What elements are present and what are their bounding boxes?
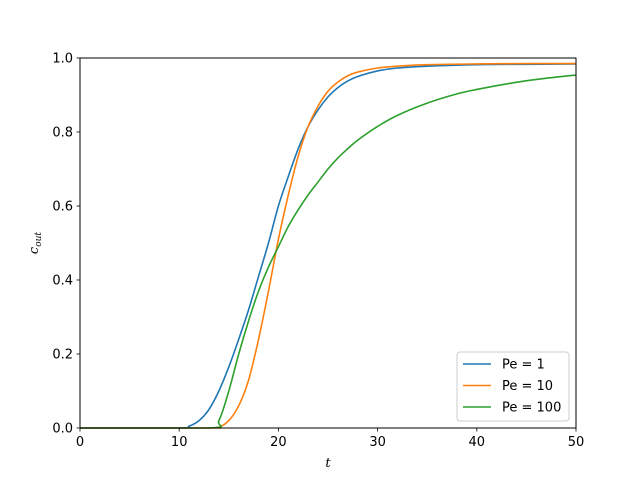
legend-label-1: Pe = 1 bbox=[502, 358, 545, 373]
y-axis-label-main: c bbox=[27, 246, 42, 254]
y-axis-label-sub: out bbox=[34, 232, 44, 247]
series-line-2 bbox=[80, 62, 576, 429]
y-tick-label: 0.0 bbox=[52, 422, 73, 437]
legend-box bbox=[456, 351, 570, 422]
y-axis-ticks: 0.0 0.2 0.4 0.6 0.8 1.0 bbox=[52, 52, 80, 437]
y-axis-label: cout bbox=[27, 232, 44, 254]
x-tick-label: 30 bbox=[369, 435, 386, 450]
y-tick-label: 0.6 bbox=[52, 200, 73, 215]
series-layer bbox=[80, 62, 577, 429]
plot-frame bbox=[79, 57, 577, 429]
legend-label-3: Pe = 100 bbox=[502, 401, 561, 416]
y-tick-label: 1.0 bbox=[52, 52, 73, 67]
y-tick-label: 0.8 bbox=[52, 126, 73, 141]
x-tick-label: 40 bbox=[469, 435, 486, 450]
series-line-1 bbox=[80, 63, 577, 429]
legend: Pe = 1 Pe = 10 Pe = 100 bbox=[456, 351, 570, 422]
x-tick-label: 50 bbox=[568, 435, 585, 450]
y-tick-label: 0.4 bbox=[52, 274, 73, 289]
y-tick-label: 0.2 bbox=[52, 348, 73, 363]
x-tick-label: 0 bbox=[76, 435, 84, 450]
x-axis-label: t bbox=[325, 456, 331, 471]
x-tick-label: 10 bbox=[171, 435, 188, 450]
series-line-3 bbox=[80, 74, 577, 429]
legend-label-2: Pe = 10 bbox=[502, 379, 553, 394]
x-axis-ticks: 0 10 20 30 40 50 bbox=[76, 428, 584, 450]
x-tick-label: 20 bbox=[270, 435, 287, 450]
